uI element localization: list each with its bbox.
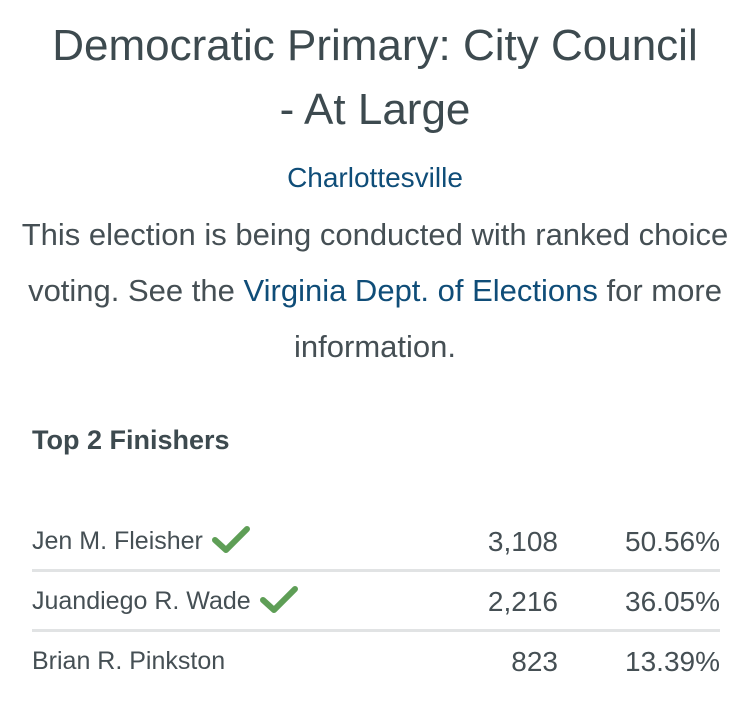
table-row: Jen M. Fleisher 3,108 50.56% — [32, 512, 720, 572]
vote-count: 2,216 — [487, 586, 558, 617]
description-text: This election is being conducted with ra… — [21, 217, 729, 308]
top-finishers-heading: Top 2 Finishers — [32, 425, 230, 455]
checkmark-icon — [211, 526, 250, 554]
candidate-name-cell: Jen M. Fleisher — [32, 524, 251, 558]
table-row: Brian R. Pinkston 823 13.39% — [32, 632, 720, 689]
candidate-name: Brian R. Pinkston — [32, 647, 226, 675]
table-row: Juandiego R. Wade 2,216 36.05% — [32, 572, 720, 632]
vote-count: 823 — [511, 646, 558, 677]
locality-link[interactable]: Charlottesville — [287, 162, 463, 193]
vote-percent: 13.39% — [625, 646, 720, 677]
vote-count: 3,108 — [487, 526, 558, 557]
vote-percent: 50.56% — [625, 526, 720, 557]
vote-percent: 36.05% — [625, 586, 720, 617]
results-table: Jen M. Fleisher 3,108 50.56% Juandiego R… — [32, 512, 720, 689]
candidate-name: Jen M. Fleisher — [32, 527, 203, 555]
description-text-end: for more information. — [294, 273, 722, 364]
candidate-name-cell: Juandiego R. Wade — [32, 584, 299, 618]
race-title: Democratic Primary: City Council - At La… — [52, 21, 698, 134]
checkmark-icon — [259, 586, 298, 614]
candidate-name: Juandiego R. Wade — [32, 587, 251, 615]
rcv-description: This election is being conducted with ra… — [20, 207, 730, 375]
elections-dept-link[interactable]: Virginia Dept. of Elections — [243, 273, 598, 308]
candidate-name-cell: Brian R. Pinkston — [32, 644, 225, 678]
